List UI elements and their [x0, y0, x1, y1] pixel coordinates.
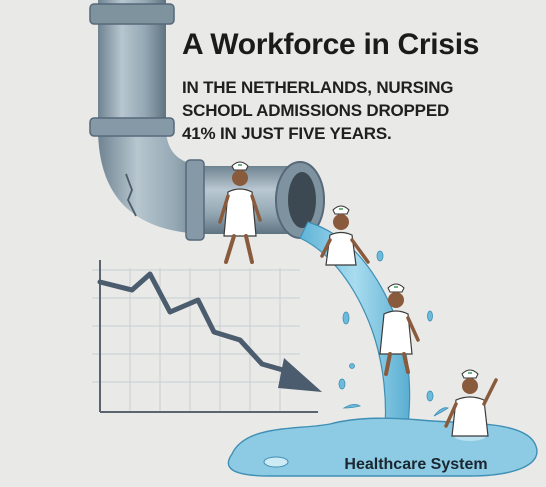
- subtitle-line: IN THE NETHERLANDS, NURSING: [182, 78, 454, 97]
- nurse-icon: [320, 205, 370, 266]
- headline-title: A Workforce in Crisis: [182, 28, 480, 61]
- nurse-icon: [444, 369, 498, 437]
- nurse-icon: [379, 283, 420, 376]
- healthcare-system-label: Healthcare System: [344, 456, 488, 473]
- declining-chart-icon: [92, 260, 322, 413]
- subtitle-line: SCHODL ADMISSIONS DROPPED: [182, 101, 450, 120]
- nurse-icon: [218, 161, 262, 264]
- subtitle-line: 41% IN JUST FIVE YEARS.: [182, 124, 392, 143]
- headline-subtitle: IN THE NETHERLANDS, NURSING SCHODL ADMIS…: [182, 76, 532, 145]
